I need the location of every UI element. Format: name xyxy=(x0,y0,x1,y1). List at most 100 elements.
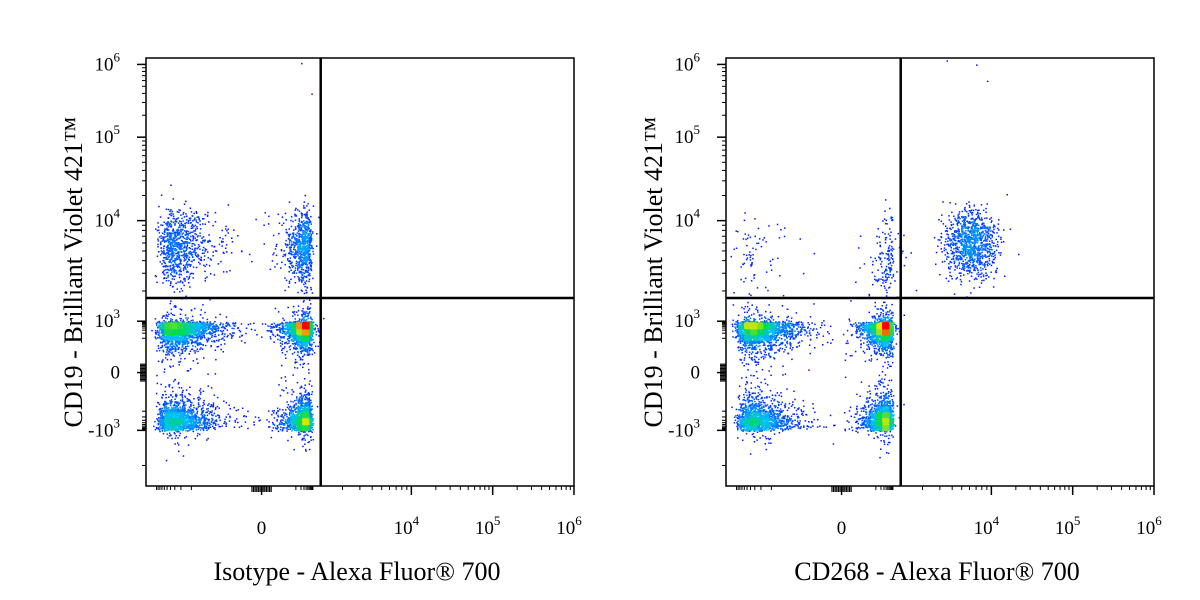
event-dot xyxy=(271,260,274,262)
event-dot xyxy=(170,281,172,283)
event-dot xyxy=(292,410,295,413)
event-dot xyxy=(269,338,272,340)
event-dot xyxy=(263,224,265,226)
event-dot xyxy=(300,227,302,230)
event-dot xyxy=(280,377,283,379)
event-dot xyxy=(219,324,222,326)
event-dot xyxy=(161,224,164,227)
event-dot xyxy=(286,259,289,261)
event-dot xyxy=(308,393,310,395)
event-dot xyxy=(282,330,284,332)
event-dot xyxy=(310,348,312,350)
event-dot xyxy=(168,384,170,386)
event-dot xyxy=(207,337,209,339)
event-dot xyxy=(206,318,209,321)
event-dot xyxy=(177,442,179,444)
event-dot xyxy=(190,235,192,238)
event-dot xyxy=(192,415,194,417)
event-dot xyxy=(217,345,220,348)
event-dot xyxy=(299,278,301,281)
event-dot xyxy=(161,252,163,255)
event-dot xyxy=(302,395,304,398)
event-dot xyxy=(308,398,310,400)
event-dot xyxy=(170,238,172,241)
event-dot xyxy=(215,316,217,319)
event-dot xyxy=(181,391,184,393)
event-dot xyxy=(169,404,172,407)
event-dot xyxy=(312,250,314,253)
event-dot xyxy=(161,411,163,414)
event-dot xyxy=(157,428,160,430)
event-dot xyxy=(286,418,289,420)
event-dot xyxy=(181,240,183,242)
event-dot xyxy=(306,259,309,262)
event-dot xyxy=(158,413,160,415)
event-dot xyxy=(294,237,296,239)
event-dot xyxy=(165,427,167,430)
event-dot xyxy=(295,243,297,246)
event-dot xyxy=(216,346,218,348)
event-dot xyxy=(209,337,211,340)
event-dot xyxy=(180,251,182,253)
event-dot xyxy=(308,278,311,281)
event-dot xyxy=(162,415,165,418)
event-dot xyxy=(289,248,292,251)
event-dot xyxy=(306,214,308,216)
event-dot xyxy=(306,217,309,219)
event-dot xyxy=(312,277,314,280)
event-dot xyxy=(190,240,192,242)
event-dot xyxy=(163,249,165,252)
event-dot xyxy=(225,228,227,230)
event-dot xyxy=(211,328,214,330)
event-dot xyxy=(191,224,194,226)
event-dot xyxy=(170,241,172,244)
event-dot xyxy=(182,405,185,407)
event-dot xyxy=(166,346,168,348)
event-dot xyxy=(161,232,164,234)
event-dot xyxy=(211,414,213,416)
event-dot xyxy=(185,339,188,342)
event-dot xyxy=(189,247,191,250)
event-dot xyxy=(184,338,186,340)
event-dot xyxy=(310,238,312,240)
event-dot xyxy=(290,278,292,281)
event-dot xyxy=(278,222,281,224)
event-dot xyxy=(189,219,191,221)
event-dot xyxy=(168,255,171,258)
event-dot xyxy=(171,242,174,244)
event-dot xyxy=(304,254,306,256)
event-dot xyxy=(190,222,192,224)
event-dot xyxy=(194,352,196,354)
event-dot xyxy=(303,220,305,222)
event-dot xyxy=(313,341,315,344)
event-dot xyxy=(282,417,285,419)
event-dot xyxy=(168,213,171,216)
event-dot xyxy=(171,257,174,259)
event-dot xyxy=(301,213,303,215)
event-dot xyxy=(279,408,281,411)
event-dot xyxy=(165,269,167,271)
event-dot xyxy=(181,233,183,235)
event-dot xyxy=(300,403,302,406)
event-dot xyxy=(187,264,189,266)
event-dot xyxy=(300,272,303,274)
event-dot xyxy=(253,322,255,325)
event-dot xyxy=(312,205,315,207)
event-dot xyxy=(186,343,189,345)
event-dot xyxy=(170,399,173,401)
event-dot xyxy=(307,220,309,223)
event-dot xyxy=(286,406,289,409)
event-dot xyxy=(180,221,182,223)
event-dot xyxy=(202,304,204,306)
event-dot xyxy=(168,223,171,225)
event-dot xyxy=(187,424,189,427)
event-dot xyxy=(170,220,172,222)
event-dot xyxy=(296,407,298,409)
event-dot xyxy=(221,425,223,427)
event-dot xyxy=(277,416,280,418)
event-dot xyxy=(186,419,189,422)
event-dot xyxy=(219,419,221,422)
event-dot xyxy=(302,317,305,320)
event-dot xyxy=(281,325,284,327)
event-dot xyxy=(167,271,169,274)
